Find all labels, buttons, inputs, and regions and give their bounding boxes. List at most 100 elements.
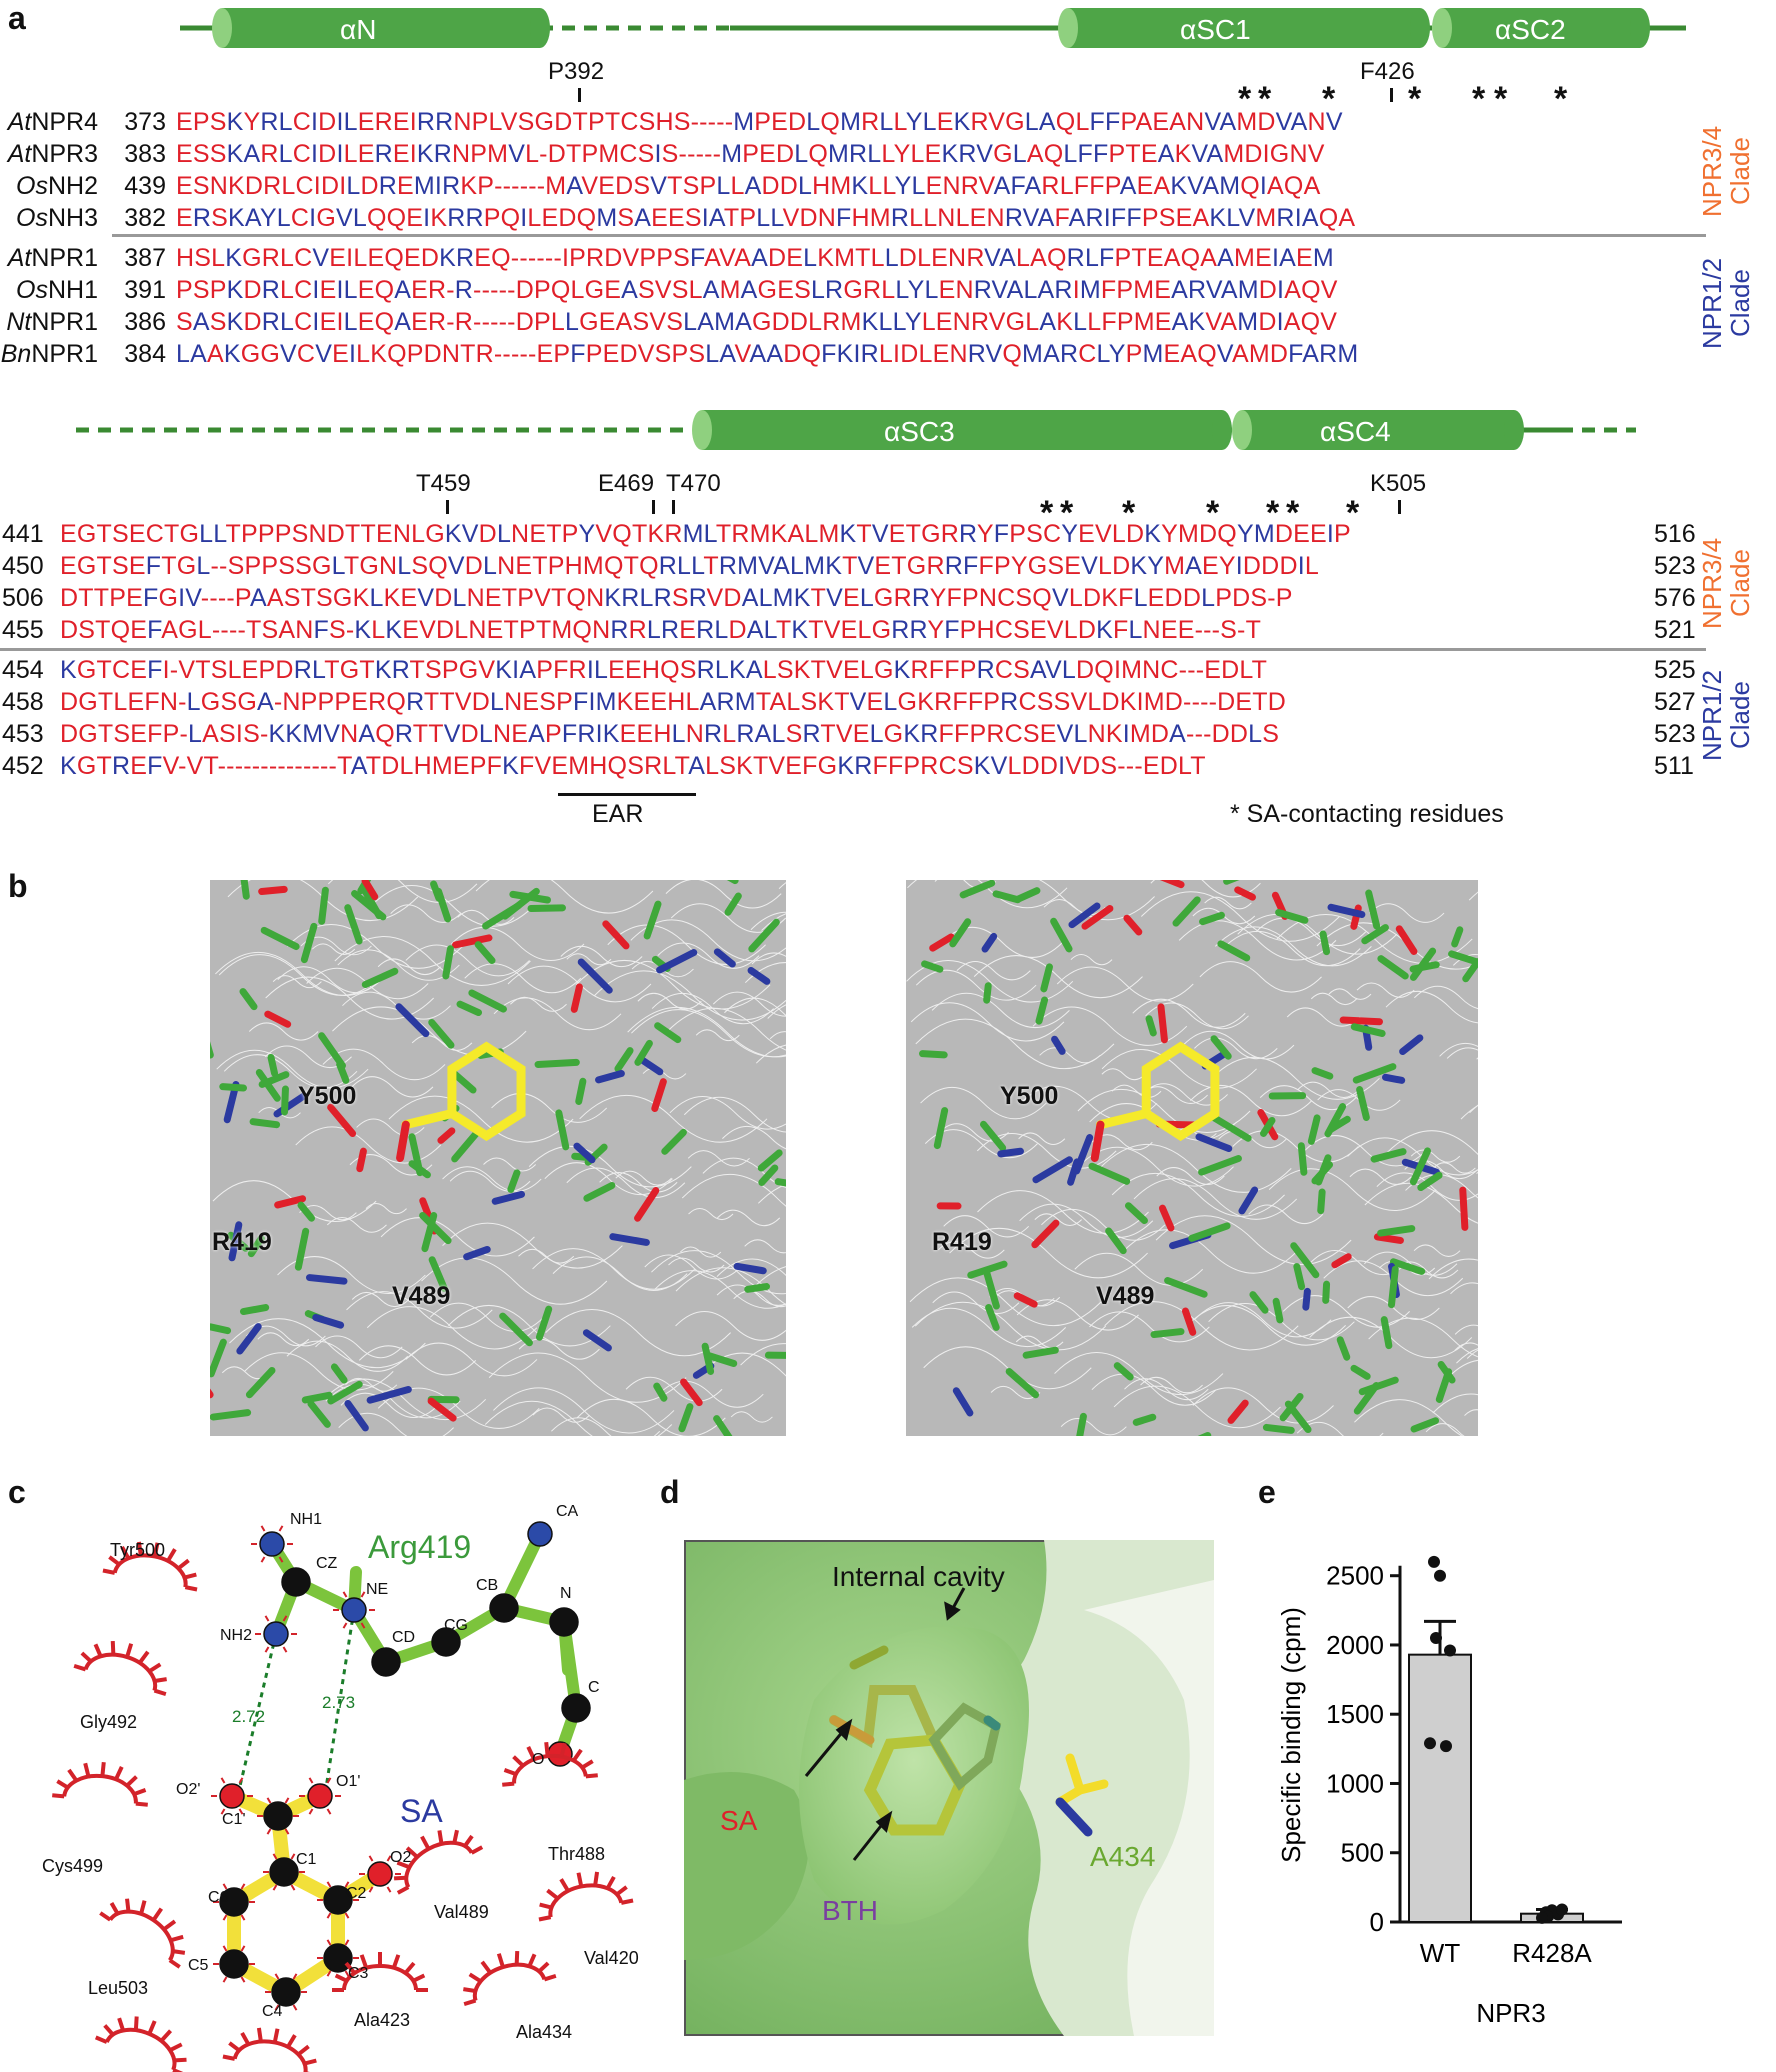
atom-label: C1 [296, 1851, 317, 1868]
secondary-structure-bottom [76, 410, 1636, 450]
sa-contact-star: * [1122, 494, 1136, 532]
start-number: 391 [124, 276, 166, 304]
sa-contact-star: * [1060, 494, 1074, 532]
atom-label: CZ [316, 1555, 338, 1572]
start-number: 441 [2, 520, 44, 548]
panel-label-a: a [8, 0, 26, 36]
data-point [1424, 1737, 1436, 1750]
clade-label-npr12-top: NPR1/2 Clade [1697, 257, 1755, 349]
residue-label: Val420 [584, 1948, 639, 1968]
atom-c2 [323, 1885, 353, 1915]
residue-label: Val489 [434, 1902, 489, 1922]
atom-ne [341, 1597, 367, 1623]
end-number: 527 [1654, 688, 1696, 716]
hydrophobic-contact [52, 1761, 148, 1807]
atom-cz [281, 1567, 311, 1597]
data-point [1430, 1632, 1442, 1645]
clade-separator-1 [112, 234, 1706, 237]
atom-c3 [323, 1943, 353, 1973]
residue-label: Gly492 [80, 1712, 137, 1732]
hydrophobic-contact [502, 1741, 598, 1787]
atom-o1p [307, 1783, 333, 1809]
atom-label: N [560, 1585, 572, 1602]
sequence-row: DGTLEFN-LGSGA-NPPPERQRTTVDLNESPFIMKEEHLA… [60, 688, 1287, 716]
y-tick-label: 2000 [1326, 1630, 1384, 1660]
atom-label: CA [556, 1503, 579, 1520]
atom-c1p [263, 1801, 293, 1831]
x-axis-label: NPR3 [1476, 1998, 1545, 2028]
y-tick-label: 1000 [1326, 1768, 1384, 1798]
res-label-v489-left: V489 [392, 1282, 451, 1310]
y-tick-label: 1500 [1326, 1699, 1384, 1729]
res-label-v489-right: V489 [1096, 1282, 1155, 1310]
sequence-row: KGTCEFI-VTSLEPDRLTGTKRTSPGVKIAPFRILEEHQS… [60, 656, 1268, 684]
sa-contact-star: * [1346, 494, 1360, 532]
data-point [1556, 1903, 1568, 1916]
hbond-lines [238, 1609, 356, 1789]
atom-label: CB [476, 1577, 498, 1594]
start-number: 373 [124, 108, 166, 136]
helix-alpha-sc2 [1432, 8, 1650, 48]
residue-mark-t470: T470 [666, 470, 721, 497]
atom-label: O2' [176, 1781, 200, 1798]
start-number: 387 [124, 244, 166, 272]
sequence-row: ERSKAYLCIGVLQQEIKRRPQILEDQMSAEESIATPLLVD… [176, 204, 1356, 232]
alignment-block-1: AtNPR4 373 EPSKYRLCIDILEREIRRNPLVSGDTPTCSH… [0, 108, 1776, 408]
sa-contact-star: * [1040, 494, 1054, 532]
res-label-y500-left: Y500 [298, 1082, 357, 1110]
hydrophobic-contact [463, 1950, 557, 2007]
bar-wt [1408, 1653, 1472, 1923]
y-tick-label: 2500 [1326, 1561, 1384, 1591]
tick-t470 [672, 500, 675, 514]
start-number: 452 [2, 752, 44, 780]
atom-label: NE [366, 1581, 388, 1598]
sequence-row: DTTPEFGIV----PAASTSGKLKEVDLNETPVTQNKRLRS… [60, 584, 1293, 612]
bth-label: BTH [822, 1895, 878, 1926]
end-number: 521 [1654, 616, 1696, 644]
atom-cg [431, 1627, 461, 1657]
sa-contact-star: * [1238, 80, 1252, 118]
sequence-row: LAAKGGVCVEILKQPDNTR-----EPFPEDVSPSLAVAAD… [176, 340, 1359, 368]
tick-e469 [652, 500, 655, 514]
atom-label: O2 [390, 1849, 411, 1866]
ligand-sticks [829, 1645, 1109, 1837]
species-name: BnNPR1 [0, 340, 98, 368]
residue-label: Leu503 [88, 1978, 148, 1998]
atom-label: O1' [336, 1773, 360, 1790]
binding-bar-chart: 0 500 1000 1500 2000 2500 WT R428A NPR3 Specific … [1276, 1555, 1622, 2028]
start-number: 383 [124, 140, 166, 168]
hbond-distance-1: 2.72 [232, 1707, 265, 1726]
residue-label: Tyr500 [110, 1540, 165, 1560]
atom-cd [371, 1647, 401, 1677]
helix-alpha-sc1 [1058, 8, 1430, 48]
sa-contact-star: * [1266, 494, 1280, 532]
start-number: 455 [2, 616, 44, 644]
start-number: 386 [124, 308, 166, 336]
residue-mark-k505: K505 [1370, 470, 1427, 497]
start-number: 506 [2, 584, 44, 612]
end-number: 523 [1654, 552, 1696, 580]
sa-label-d: SA [720, 1805, 758, 1836]
cavity-surface-render: Internal cavity SA BTH A434 [684, 1540, 1214, 2036]
atom-label: O [532, 1751, 544, 1768]
clade-separator-2 [0, 648, 1706, 651]
atom-label: C2 [346, 1885, 367, 1902]
data-point [1440, 1740, 1452, 1753]
sequence-row: DSTQEFAGL----TSANFS-KLKEVDLNETPTMQNRRLRE… [60, 616, 1262, 644]
tick-f426 [1390, 88, 1393, 102]
helix-label-asc2: αSC2 [1495, 14, 1566, 45]
residue-mark-t459: T459 [416, 470, 471, 497]
helix-alpha-n [212, 8, 550, 48]
panel-label-b: b [8, 868, 28, 904]
start-number: 382 [124, 204, 166, 232]
species-name: NtNPR1 [6, 308, 98, 336]
hydrophobic-contact [102, 1541, 198, 1592]
residue-mark-e469: E469 [598, 470, 655, 497]
clade-label-npr12-bottom: NPR1/2 Clade [1697, 669, 1755, 761]
atom-c [561, 1693, 591, 1723]
atom-label: NH1 [290, 1511, 322, 1528]
start-number: 384 [124, 340, 166, 368]
tick-k505 [1398, 500, 1401, 514]
start-number: 458 [2, 688, 44, 716]
end-number: 511 [1654, 752, 1694, 780]
